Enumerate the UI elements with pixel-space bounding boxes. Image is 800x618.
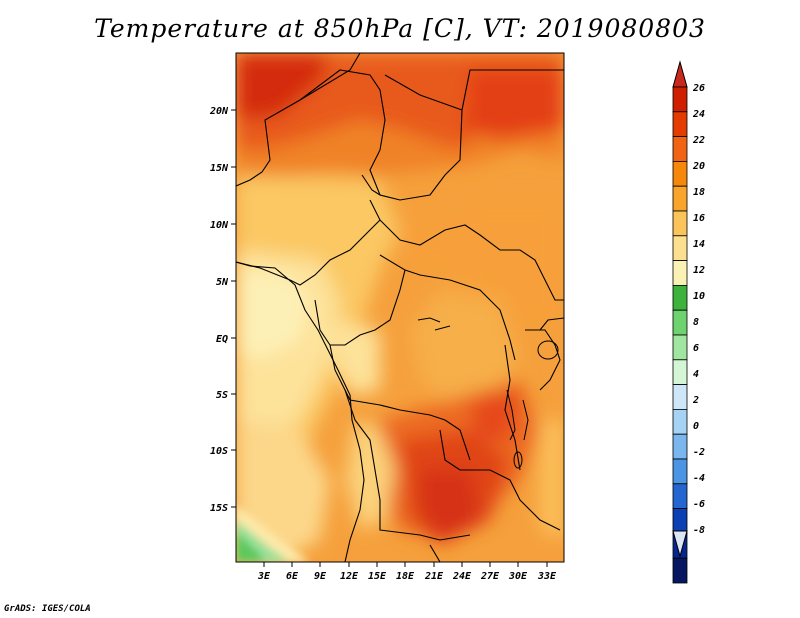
colorbar-label: 6 bbox=[693, 343, 699, 354]
grads-credit: GrADS: IGES/COLA bbox=[4, 604, 91, 614]
lon-label: 3E bbox=[257, 571, 271, 582]
colorbar: 26 24 22 20 18 16 14 12 10 8 6 4 2 0 -2 … bbox=[672, 60, 705, 584]
colorbar-box bbox=[672, 235, 688, 262]
colorbar-box bbox=[672, 557, 688, 584]
colorbar-box bbox=[672, 483, 688, 509]
lon-label: 18E bbox=[396, 571, 415, 582]
colorbar-label: -4 bbox=[693, 473, 705, 484]
colorbar-under-arrow bbox=[672, 530, 688, 558]
colorbar-box bbox=[672, 309, 688, 336]
colorbar-label: 26 bbox=[692, 83, 705, 94]
colorbar-label: -2 bbox=[693, 447, 705, 458]
colorbar-box bbox=[672, 384, 688, 410]
lat-label: 10N bbox=[210, 220, 229, 231]
colorbar-box bbox=[672, 284, 688, 311]
colorbar-box bbox=[672, 185, 688, 212]
lon-label: 9E bbox=[314, 571, 327, 582]
colorbar-label: 14 bbox=[693, 239, 705, 250]
colorbar-box bbox=[672, 136, 688, 162]
lon-label: 12E bbox=[340, 571, 359, 582]
lat-label: 5N bbox=[216, 277, 229, 288]
colorbar-label: -6 bbox=[693, 499, 705, 510]
lon-label: 30E bbox=[508, 571, 528, 582]
colorbar-box bbox=[672, 359, 688, 385]
colorbar-label: -8 bbox=[693, 525, 705, 536]
colorbar-box bbox=[672, 160, 688, 187]
lat-label: 5S bbox=[216, 390, 228, 401]
lon-label: 15E bbox=[368, 571, 387, 582]
colorbar-label: 24 bbox=[692, 109, 705, 120]
colorbar-label: 18 bbox=[693, 187, 705, 198]
colorbar-box bbox=[672, 86, 688, 113]
colorbar-box bbox=[672, 508, 688, 534]
colorbar-box bbox=[672, 433, 688, 460]
lon-label: 27E bbox=[480, 571, 500, 582]
colorbar-box bbox=[672, 334, 688, 361]
colorbar-label: 16 bbox=[693, 213, 705, 224]
lat-label: 15S bbox=[210, 503, 228, 514]
colorbar-box bbox=[672, 458, 688, 485]
lat-label: 20N bbox=[209, 106, 229, 117]
lon-label: 6E bbox=[286, 571, 299, 582]
colorbar-over-arrow bbox=[672, 60, 688, 88]
colorbar-label: 22 bbox=[692, 135, 705, 146]
colorbar-box bbox=[672, 210, 688, 237]
lat-label: 10S bbox=[210, 446, 228, 457]
colorbar-label: 8 bbox=[693, 317, 699, 328]
lon-axis: 3E 6E 9E 12E 15E 18E 21E 24E 27E 30E 33E bbox=[257, 562, 557, 582]
colorbar-box bbox=[672, 260, 688, 286]
temperature-field bbox=[236, 53, 564, 562]
lat-axis: 20N 15N 10N 5N EQ 5S 10S 15S bbox=[209, 106, 236, 514]
map-title: Temperature at 850hPa [C], VT: 201908080… bbox=[94, 14, 706, 43]
colorbar-label: 2 bbox=[692, 395, 699, 406]
colorbar-label: 10 bbox=[693, 291, 705, 302]
lat-label: EQ bbox=[216, 334, 228, 345]
colorbar-box bbox=[672, 408, 688, 435]
colorbar-label: 4 bbox=[693, 369, 699, 380]
lakes bbox=[417, 317, 559, 469]
colorbar-label: 20 bbox=[692, 161, 705, 172]
colorbar-box bbox=[672, 111, 688, 138]
map-frame bbox=[235, 52, 565, 563]
colorbar-label: 0 bbox=[693, 421, 699, 432]
lon-label: 33E bbox=[537, 571, 557, 582]
colorbar-label: 12 bbox=[693, 265, 705, 276]
lon-label: 24E bbox=[452, 571, 472, 582]
lon-label: 21E bbox=[424, 571, 444, 582]
country-borders bbox=[236, 53, 564, 562]
lat-label: 15N bbox=[210, 163, 229, 174]
